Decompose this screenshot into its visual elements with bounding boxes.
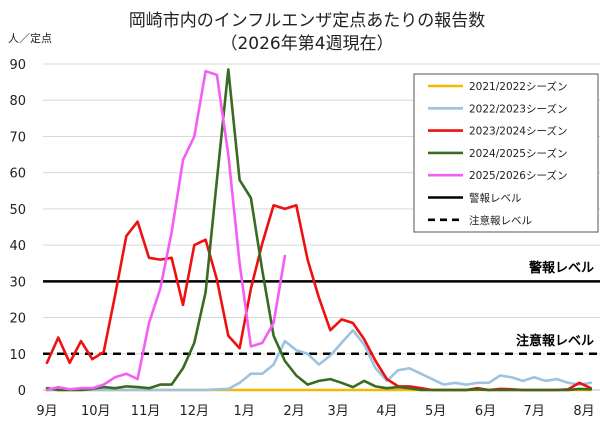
y-tick-label: 50: [9, 203, 26, 218]
series-line: [45, 69, 287, 392]
chart-title-line2: （2026年第4週現在）: [220, 34, 393, 54]
legend-label: 2021/2022シーズン: [469, 80, 567, 93]
x-tick-label: 8月: [573, 404, 594, 419]
legend-label: 2025/2026シーズン: [469, 169, 567, 182]
y-tick-label: 80: [9, 94, 26, 109]
legend-label: 警報レベル: [469, 192, 522, 205]
y-tick-label: 70: [9, 130, 26, 145]
x-axis-ticks: 9月 10月 11月 12月 1月 2月 3月 4月 5月 6月 7月 8月: [36, 404, 594, 419]
y-tick-label: 0: [18, 384, 26, 399]
y-tick-label: 20: [9, 312, 26, 327]
legend-label: 2023/2024シーズン: [469, 125, 567, 138]
y-tick-label: 30: [9, 275, 26, 290]
y-tick-label: 10: [9, 348, 26, 363]
x-tick-label: 5月: [425, 404, 446, 419]
y-tick-label: 40: [9, 239, 26, 254]
x-tick-label: 10月: [81, 404, 111, 419]
alarm-level-label: 警報レベル: [529, 260, 594, 276]
advisory-level-label: 注意報レベル: [516, 333, 594, 349]
x-tick-label: 2月: [283, 404, 304, 419]
reference-lines: [43, 280, 600, 356]
chart-title-line1: 岡崎市内のインフルエンザ定点あたりの報告数: [129, 11, 486, 31]
y-tick-label: 90: [9, 58, 26, 73]
series-lines: [45, 68, 593, 392]
series-line: [45, 328, 593, 392]
x-tick-label: 1月: [234, 404, 255, 419]
y-axis-ticks: 0 10 20 30 40 50 60 70 80 90: [9, 58, 26, 399]
legend-label: 注意報レベル: [469, 214, 532, 227]
x-tick-label: 7月: [524, 404, 545, 419]
y-tick-label: 60: [9, 167, 26, 182]
legend-label: 2024/2025シーズン: [469, 147, 567, 160]
legend-label: 2022/2023シーズン: [469, 102, 567, 115]
legend: 2021/2022シーズン 2022/2023シーズン 2023/2024シーズン 2…: [413, 73, 599, 233]
x-tick-label: 3月: [328, 404, 349, 419]
x-tick-label: 4月: [376, 404, 397, 419]
x-tick-label: 6月: [475, 404, 496, 419]
x-tick-label: 11月: [131, 404, 161, 419]
series-line: [45, 68, 593, 392]
x-tick-label: 9月: [36, 404, 57, 419]
x-tick-label: 12月: [180, 404, 210, 419]
y-axis-label: 人／定点: [8, 31, 52, 45]
